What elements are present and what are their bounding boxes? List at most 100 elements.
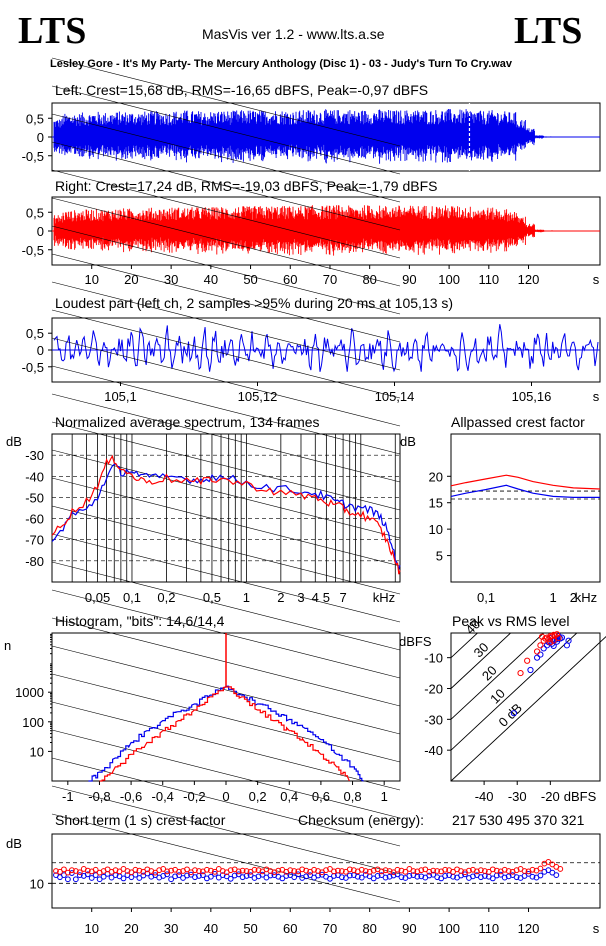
peak-rms-right-point [553, 631, 561, 638]
crest-right-point [275, 867, 282, 874]
peak-rms-y-tick-label: -10 [424, 651, 443, 666]
crest-right-point [331, 868, 337, 875]
crest-left-point [354, 873, 361, 880]
crest-right-point [239, 867, 246, 874]
crest-x-tick-label: 50 [243, 921, 257, 936]
crest-right-point [156, 867, 163, 874]
crest-right-point [192, 867, 198, 874]
histogram-title: Histogram, "bits": 14,6/14,4 [55, 613, 225, 629]
spectrum-diagonal-line [51, 169, 401, 259]
spectrum-diagonal-line [51, 701, 401, 791]
crest-right-point [168, 867, 175, 874]
crest-left-point [84, 871, 91, 878]
crest-left-point [219, 872, 226, 879]
crest-left-point [72, 876, 79, 883]
crest-left-point [378, 872, 385, 879]
crest-left-point [438, 875, 445, 882]
crest-right-point [140, 868, 147, 875]
spectrum-left-line [51, 463, 401, 571]
crest-right-point [287, 867, 294, 874]
histogram-left-line [88, 685, 364, 782]
crest-right-point [350, 867, 357, 874]
peak-rms-left-point [527, 666, 534, 674]
peak-rms-y-tick-label: -40 [424, 743, 443, 758]
crest-x-tick-label: 10 [84, 921, 98, 936]
crest-left-point [211, 870, 218, 877]
right-channel-x-tick-label: 110 [478, 272, 499, 287]
peak-rms-crest-line [450, 632, 478, 658]
right-channel-y-tick-label: -0,5 [22, 243, 44, 258]
crest-left-point [398, 874, 405, 881]
crest-right-point [227, 867, 234, 874]
right-channel-x-tick-label: 50 [243, 272, 257, 287]
peak-rms-left-point [540, 645, 547, 652]
crest-left-point [152, 872, 159, 879]
crest-left-point [295, 871, 302, 878]
histogram-y-tick-label: 1000 [15, 685, 44, 700]
spectrum-diagonals [51, 57, 401, 903]
crest-right-point [442, 866, 449, 873]
right-channel-x-tick-label: 100 [438, 272, 460, 287]
crest-right-point [53, 868, 59, 874]
spectrum-x-tick-label: 4 [312, 590, 319, 605]
spectrum-x-tick-label: 7 [339, 590, 346, 605]
allpass-x-tick-label: 0,1 [477, 590, 495, 605]
crest-right-point [211, 868, 218, 875]
crest-left-point [370, 875, 377, 882]
allpass-x-tick-label: 1 [550, 590, 557, 605]
crest-x-tick-label: 80 [362, 921, 376, 936]
crest-right-point [311, 866, 317, 873]
crest-right-point [426, 868, 433, 875]
crest-right-point [394, 866, 401, 873]
right-channel-x-tick-label: 10 [84, 272, 98, 287]
crest-left-point [168, 876, 175, 883]
right-channel-y-tick-label: 0 [37, 224, 44, 239]
crest-right-point [346, 866, 353, 873]
crest-right-point [481, 868, 488, 874]
crest-left-point [374, 873, 381, 879]
crest-right-point [104, 866, 111, 873]
crest-right-point [61, 866, 67, 873]
spectrum-x-tick-label: 2 [277, 590, 284, 605]
peak-rms-right-point [533, 648, 541, 655]
crest-x-unit: s [593, 921, 600, 936]
peak-rms-left-point [565, 637, 572, 644]
crest-right-point [537, 865, 544, 872]
histogram-x-tick-label: 0,6 [312, 789, 330, 804]
spectrum-diagonal-line [51, 505, 401, 595]
crest-right-point [57, 868, 63, 875]
crest-left-point [358, 874, 365, 881]
crest-right-point [243, 868, 250, 874]
left-channel-y-tick-label: 0 [37, 130, 44, 145]
checksum-value: 217 530 495 370 321 [452, 812, 585, 828]
crest-right-point [450, 868, 456, 875]
allpass-y-tick-label: 5 [436, 549, 443, 564]
logo-right: LTS [514, 10, 583, 52]
histogram-x-tick-label: 1 [381, 789, 388, 804]
crest-right-point [557, 866, 564, 872]
spectrum-y-tick-label: -60 [25, 512, 44, 527]
crest-right-point [418, 867, 425, 874]
crest-left-point [414, 873, 421, 880]
histogram-x-tick-label: -0,6 [120, 789, 142, 804]
allpass-title: Allpassed crest factor [451, 414, 585, 430]
allpass-x-unit: kHz [575, 590, 597, 605]
crest-right-point [501, 866, 508, 873]
crest-right-point [128, 869, 135, 876]
crest-x-tick-label: 100 [438, 921, 460, 936]
crest-right-point [255, 867, 262, 874]
track-title: Lesley Gore - It's My Party- The Mercury… [50, 58, 513, 70]
crest-left-point [136, 875, 143, 881]
spectrum-diagonal-line [51, 113, 401, 203]
crest-x-tick-label: 90 [402, 921, 416, 936]
spectrum-diagonal-line [51, 365, 401, 455]
spectrum-diagonal-line [51, 673, 401, 763]
crest-right-point [251, 866, 258, 873]
crest-x-tick-label: 120 [518, 921, 540, 936]
crest-right-point [466, 867, 472, 874]
crest-right-point [545, 859, 552, 865]
crest-left-point [235, 871, 242, 878]
crest-left-point [303, 873, 310, 880]
crest-left-point [386, 873, 393, 880]
crest-left-point [100, 873, 107, 880]
